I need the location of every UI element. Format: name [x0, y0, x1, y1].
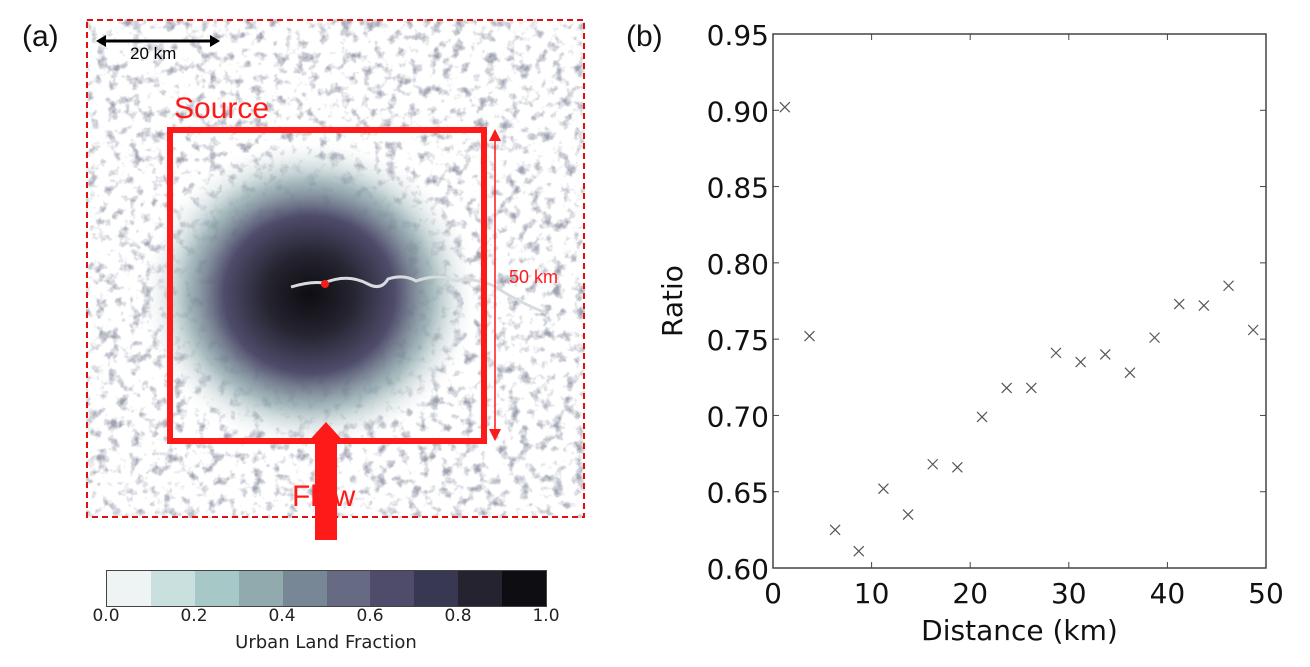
flow-arrow-tail: [315, 518, 337, 540]
data-point-x-marker: [1099, 348, 1111, 360]
data-point-x-marker: [878, 483, 889, 495]
x-axis-label: Distance (km): [921, 614, 1118, 647]
colorbar-tick: 0.2: [180, 606, 208, 626]
city-center-marker: [321, 280, 329, 288]
y-tick-label: 0.80: [707, 248, 769, 281]
colorbar-segment: [282, 571, 327, 606]
data-point-x-marker: [1149, 332, 1161, 344]
x-tick-label: 30: [1051, 577, 1087, 610]
x-tick-label: 10: [854, 577, 890, 610]
colorbar-tick: 1.0: [532, 606, 560, 626]
urban-land-map: [86, 19, 585, 518]
y-tick-label: 0.90: [707, 95, 769, 128]
flow-label: Flow: [292, 480, 356, 513]
data-point-x-marker: [1173, 298, 1185, 310]
colorbar-segment: [458, 571, 503, 606]
plot-frame: [772, 33, 1267, 569]
y-tick-label: 0.95: [707, 19, 769, 52]
x-tick-label: 20: [952, 577, 988, 610]
data-point-x-marker: [1223, 280, 1234, 292]
size-arrow: [489, 129, 501, 441]
data-point-x-marker: [902, 509, 914, 521]
y-tick-label: 0.75: [707, 324, 769, 357]
colorbar-segment: [502, 571, 547, 606]
colorbar-tick: 0.4: [268, 606, 296, 626]
data-point-x-marker: [1247, 324, 1259, 336]
scale-bar-label: 20 km: [130, 44, 177, 63]
colorbar-segment: [194, 571, 239, 606]
y-axis-label: Ratio: [656, 265, 689, 337]
data-point-x-marker: [1075, 356, 1087, 368]
source-box-size-label: 50 km: [509, 267, 559, 287]
panel-a-label: (a): [22, 20, 59, 53]
x-tick-label: 40: [1150, 577, 1186, 610]
colorbar-tick: 0.6: [356, 606, 384, 626]
colorbar-segment: [370, 571, 415, 606]
colorbar-segment: [326, 571, 371, 606]
colorbar-title: Urban Land Fraction: [235, 632, 417, 653]
colorbar-tick: 0.8: [444, 606, 472, 626]
data-point-x-marker: [1050, 347, 1062, 359]
colorbar-segment: [238, 571, 283, 606]
x-tick-label: 50: [1248, 577, 1284, 610]
colorbar-tick: 0.0: [92, 606, 120, 626]
data-point-x-marker: [1198, 300, 1210, 312]
data-point-x-marker: [976, 411, 988, 423]
data-point-x-marker: [927, 458, 939, 470]
panel-b-label: (b): [626, 20, 663, 53]
x-tick-label: 0: [764, 577, 782, 610]
data-point-x-marker: [1025, 382, 1037, 394]
y-tick-label: 0.85: [707, 172, 769, 205]
scale-bar: [96, 35, 220, 47]
data-point-x-marker: [951, 461, 963, 473]
source-label: Source: [174, 92, 270, 125]
colorbar-segment: [150, 571, 195, 606]
colorbar-segment: [414, 571, 459, 606]
data-point-x-marker: [853, 545, 865, 557]
colorbar-segment: [107, 571, 151, 606]
flow-arrow: [306, 422, 346, 518]
data-point-x-marker: [779, 101, 791, 113]
y-tick-label: 0.70: [707, 400, 769, 433]
data-point-x-marker: [1124, 367, 1136, 379]
y-tick-label: 0.65: [707, 477, 769, 510]
colorbar: [106, 570, 547, 607]
data-point-x-marker: [804, 330, 815, 342]
data-point-x-marker: [829, 524, 841, 536]
data-point-x-marker: [1001, 382, 1013, 394]
y-tick-label: 0.60: [707, 553, 769, 586]
